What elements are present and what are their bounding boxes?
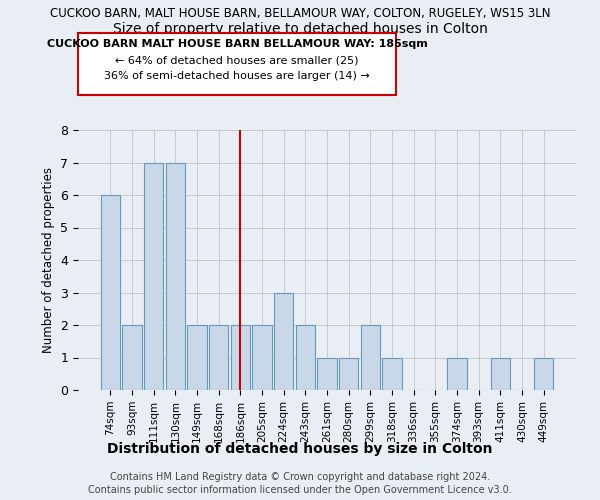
Bar	[209, 325, 229, 390]
Text: Contains public sector information licensed under the Open Government Licence v3: Contains public sector information licen…	[88, 485, 512, 495]
Bar	[491, 358, 510, 390]
Bar	[230, 325, 250, 390]
Bar	[447, 358, 467, 390]
Bar	[144, 162, 163, 390]
Text: ← 64% of detached houses are smaller (25): ← 64% of detached houses are smaller (25…	[115, 55, 359, 65]
Bar	[122, 325, 142, 390]
Bar	[252, 325, 272, 390]
Bar	[361, 325, 380, 390]
Text: CUCKOO BARN MALT HOUSE BARN BELLAMOUR WAY: 185sqm: CUCKOO BARN MALT HOUSE BARN BELLAMOUR WA…	[47, 39, 427, 49]
Bar	[382, 358, 402, 390]
Text: 36% of semi-detached houses are larger (14) →: 36% of semi-detached houses are larger (…	[104, 71, 370, 81]
Bar	[101, 195, 120, 390]
Bar	[534, 358, 553, 390]
Bar	[274, 292, 293, 390]
Bar	[339, 358, 358, 390]
Y-axis label: Number of detached properties: Number of detached properties	[42, 167, 55, 353]
Bar	[317, 358, 337, 390]
Text: Distribution of detached houses by size in Colton: Distribution of detached houses by size …	[107, 442, 493, 456]
Text: Size of property relative to detached houses in Colton: Size of property relative to detached ho…	[113, 22, 487, 36]
Bar	[296, 325, 315, 390]
Text: CUCKOO BARN, MALT HOUSE BARN, BELLAMOUR WAY, COLTON, RUGELEY, WS15 3LN: CUCKOO BARN, MALT HOUSE BARN, BELLAMOUR …	[50, 8, 550, 20]
Bar	[187, 325, 207, 390]
Text: Contains HM Land Registry data © Crown copyright and database right 2024.: Contains HM Land Registry data © Crown c…	[110, 472, 490, 482]
Bar	[166, 162, 185, 390]
